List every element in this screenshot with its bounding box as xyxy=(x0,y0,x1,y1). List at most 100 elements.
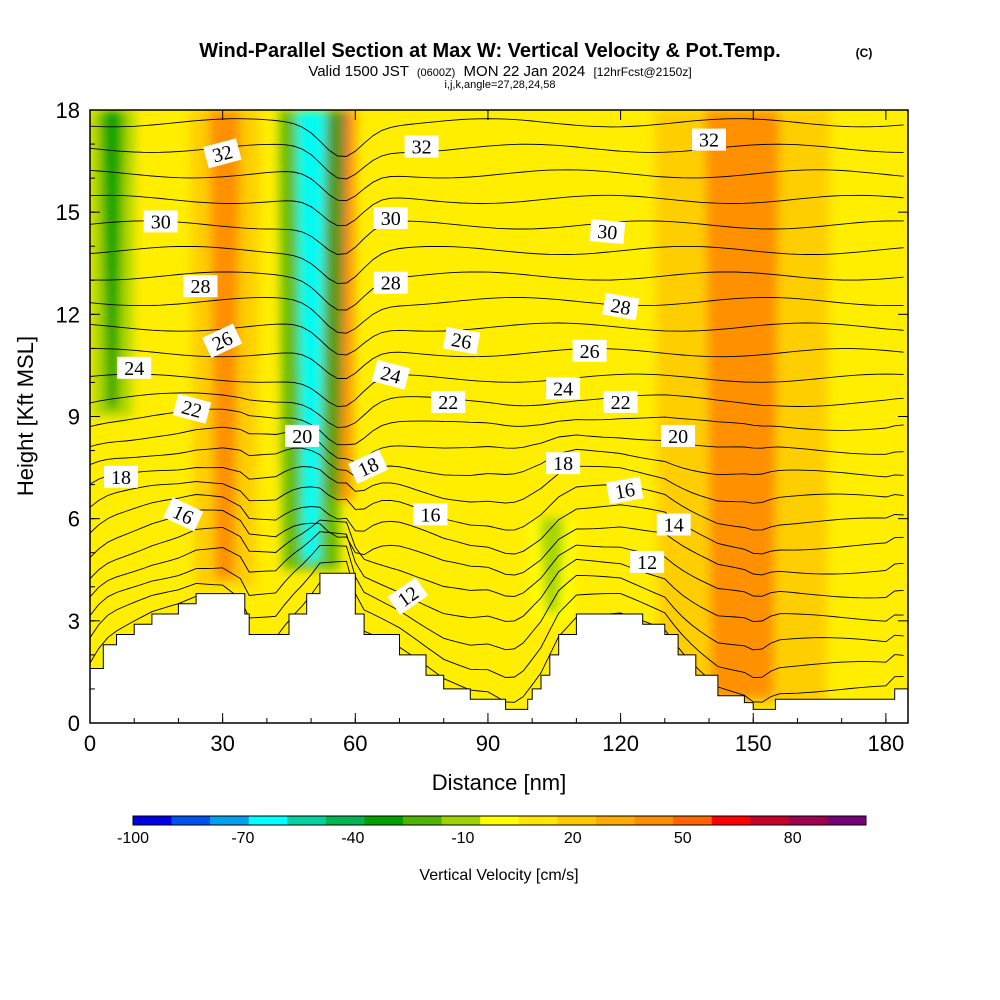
colorbar-swatch xyxy=(287,816,327,825)
isentrope-label-box xyxy=(203,138,242,169)
subtitle-valid: Valid 1500 JST xyxy=(308,63,408,80)
x-axis-label: Distance [nm] xyxy=(432,770,567,795)
colorbar-swatch xyxy=(480,816,520,825)
colorbar-swatch xyxy=(788,816,828,825)
x-axis-ticks: 0 30 60 90 120 150 180 xyxy=(84,110,904,756)
isentrope-line-17 xyxy=(90,481,904,531)
y-tick-label: 18 xyxy=(56,98,80,123)
isentrope-line-21 xyxy=(90,408,904,446)
colorbar-tick-label: -40 xyxy=(341,830,364,847)
colorbar-tick-label: 80 xyxy=(784,830,802,847)
terrain-mask xyxy=(90,572,908,723)
isentrope-label-30-1: 30 xyxy=(373,207,408,230)
colorbar-swatch xyxy=(403,816,442,825)
x-tick-label: 90 xyxy=(476,731,500,756)
isentrope-label-text: 30 xyxy=(381,208,401,230)
isentrope-label-32-1: 32 xyxy=(404,135,439,159)
x-tick-label: 180 xyxy=(868,731,905,756)
isentrope-line-18 xyxy=(90,465,904,504)
colorbar-swatch xyxy=(595,816,635,825)
isentrope-label-box xyxy=(431,390,466,413)
chart-subtitle: Valid 1500 JST (0600Z) MON 22 Jan 2024 [… xyxy=(308,63,691,80)
y-tick-label: 0 xyxy=(68,711,80,736)
isentrope-label-28-1: 28 xyxy=(373,271,408,295)
isentrope-label-20-1: 20 xyxy=(661,424,696,448)
isentrope-label-box xyxy=(183,275,218,298)
subtitle-zulu: (0600Z) xyxy=(417,67,456,79)
colorbar-frame xyxy=(132,815,867,826)
isentrope-label-box xyxy=(589,219,626,245)
isentrope-label-box xyxy=(630,550,665,573)
colorbar-tick-label: -100 xyxy=(117,830,149,847)
isentrope-label-box xyxy=(104,465,138,488)
w-downdraft-core-3 xyxy=(539,518,565,613)
subtitle-date: MON 22 Jan 2024 xyxy=(464,63,586,80)
isentrope-label-16-1: 16 xyxy=(413,503,448,526)
colorbar-swatch xyxy=(171,816,211,825)
isentrope-label-box xyxy=(572,339,607,362)
isentrope-label-box xyxy=(546,377,581,400)
w-downdraft-core-2 xyxy=(100,110,124,409)
isentrope-label-text: 16 xyxy=(421,504,441,526)
colorbar-tick-labels: -100 -70 -40 -10 20 50 80 xyxy=(117,830,802,847)
isentrope-label-box xyxy=(442,326,481,355)
w-updraft-core-5 xyxy=(705,110,780,698)
isentrope-label-text: 24 xyxy=(553,378,573,400)
isentrope-label-box xyxy=(117,356,152,379)
isentrope-label-box xyxy=(387,577,429,615)
isentrope-label-box xyxy=(661,424,696,447)
isentrope-line-23 xyxy=(90,373,904,408)
colorbar-swatch xyxy=(557,816,597,825)
y-tick-label: 6 xyxy=(68,507,80,532)
y-axis-label: Height [Kft MSL] xyxy=(13,336,38,496)
isentrope-label-text: 26 xyxy=(450,329,474,354)
isentrope-label-box xyxy=(546,452,581,475)
isentrope-label-text: 14 xyxy=(664,515,684,537)
colorbar-tick-label: -70 xyxy=(231,830,254,847)
y-tick-label: 12 xyxy=(56,302,80,327)
isentrope-label-text: 32 xyxy=(699,130,719,152)
colorbar-swatch xyxy=(325,816,365,825)
colorbar-swatch xyxy=(518,816,558,825)
isentrope-label-box xyxy=(172,393,212,424)
isentrope-label-box xyxy=(606,476,644,505)
y-tick-label: 9 xyxy=(68,405,80,430)
isentrope-line-15 xyxy=(90,509,904,576)
isentrope-label-box xyxy=(373,271,408,294)
isentrope-label-32-2: 32 xyxy=(692,128,726,152)
colorbar-swatch xyxy=(750,816,790,825)
x-tick-label: 60 xyxy=(343,731,367,756)
isentrope-label-30-2: 30 xyxy=(589,219,626,245)
copyright-mark: (C) xyxy=(856,46,873,60)
isentrope-label-24-1: 24 xyxy=(371,359,411,390)
colorbar-swatch xyxy=(364,816,404,825)
isentrope-line-28 xyxy=(90,245,904,285)
isentrope-label-box xyxy=(348,449,389,484)
isentrope-label-24-0: 24 xyxy=(117,356,152,380)
isentrope-line-20 xyxy=(90,426,904,463)
isentrope-line-31 xyxy=(90,169,904,202)
isentrope-label-box xyxy=(371,359,411,390)
isentrope-label-28-0: 28 xyxy=(183,275,218,298)
y-axis-ticks: 0 3 6 9 12 15 18 xyxy=(56,98,908,736)
isentrope-line-12 xyxy=(90,545,904,651)
isentrope-label-text: 16 xyxy=(613,479,637,504)
isentrope-label-text: 30 xyxy=(596,221,618,245)
subtitle-forecast: [12hrFcst@2150z] xyxy=(593,65,691,79)
x-tick-label: 30 xyxy=(210,731,234,756)
isentrope-label-box xyxy=(373,207,408,229)
isentrope-label-box xyxy=(692,128,726,151)
isentrope-label-32-0: 32 xyxy=(203,138,242,169)
isentrope-line-24 xyxy=(90,348,904,379)
x-tick-label: 120 xyxy=(602,731,639,756)
isentrope-label-box xyxy=(413,503,448,526)
isentrope-label-text: 22 xyxy=(438,392,458,414)
isentrope-label-box xyxy=(163,497,204,532)
isentrope-label-26-0: 26 xyxy=(202,323,243,358)
x-tick-label: 150 xyxy=(735,731,772,756)
isentrope-label-18-2: 18 xyxy=(546,452,581,475)
x-tick-label: 0 xyxy=(84,731,96,756)
isentrope-label-24-2: 24 xyxy=(546,377,581,400)
isentrope-line-33 xyxy=(90,118,904,157)
